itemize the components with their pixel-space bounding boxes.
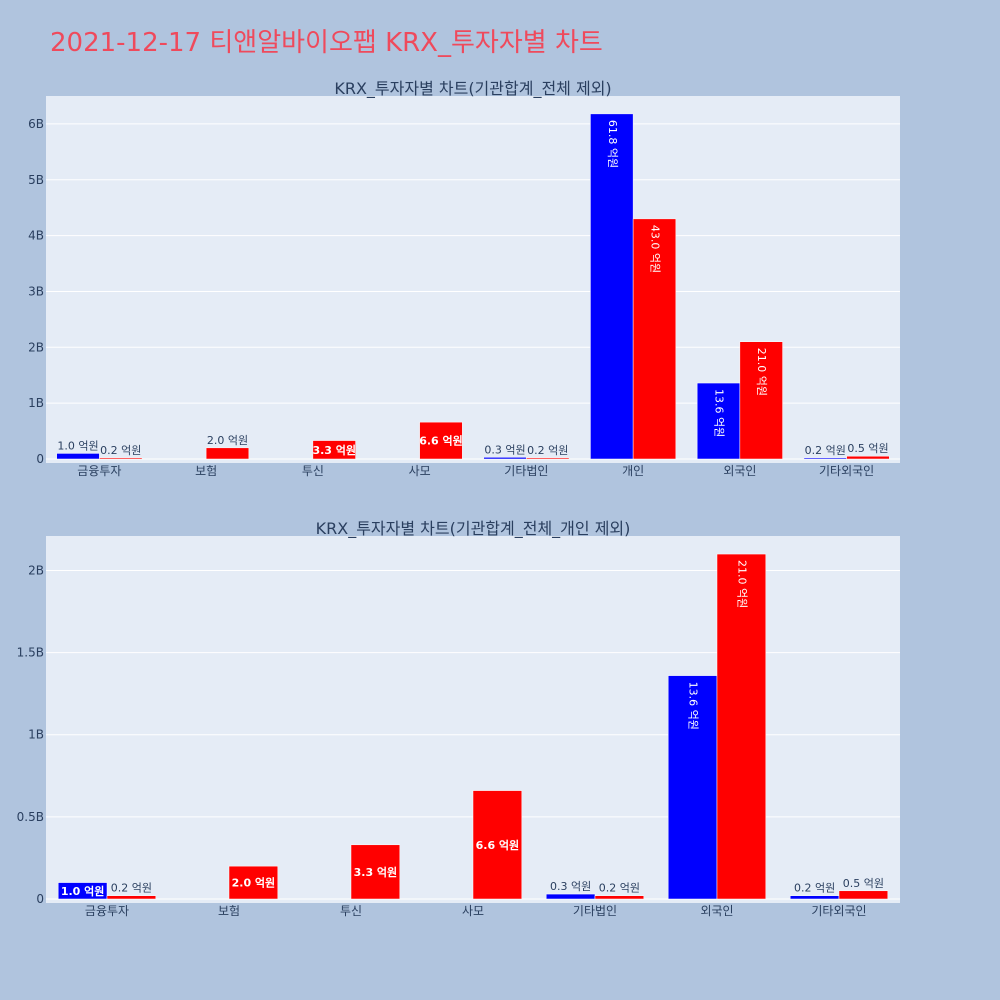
x-tick-label: 사모 <box>462 904 484 918</box>
bar <box>594 895 645 900</box>
data-label: 3.3 억원 <box>354 865 398 879</box>
bar <box>667 675 718 900</box>
bar <box>472 790 523 900</box>
bar <box>590 113 634 460</box>
data-label: 21.0 억원 <box>755 348 768 396</box>
data-label: 0.2 억원 <box>111 882 152 895</box>
bar <box>803 457 847 460</box>
x-tick-label: 사모 <box>409 464 431 478</box>
data-label: 0.5 억원 <box>843 877 884 890</box>
bar <box>228 865 279 900</box>
chart-2: 0 0.5B 1B 1.5B 2B KRX_투자자별 차트(기관합계_전체_개인 제외) 금… <box>17 519 900 918</box>
data-label: 0.2 억원 <box>794 882 835 895</box>
bar <box>789 895 840 900</box>
x-tick-label: 기타외국인 <box>811 904 866 918</box>
data-label: 0.3 억원 <box>484 443 525 456</box>
data-label: 0.2 억원 <box>100 444 141 457</box>
bar <box>56 453 100 460</box>
x-tick-label: 금융투자 <box>85 904 129 918</box>
bar <box>350 844 401 900</box>
y-tick-label: 1B <box>28 728 44 742</box>
data-label: 6.6 억원 <box>419 434 463 448</box>
bar <box>57 882 108 900</box>
data-label: 0.2 억원 <box>599 882 640 895</box>
x-tick-label: 금융투자 <box>77 464 121 478</box>
y-tick-label: 4B <box>28 229 44 243</box>
bar <box>632 218 677 460</box>
x-tick-label: 외국인 <box>700 904 733 918</box>
data-label: 13.6 억원 <box>687 682 700 730</box>
data-label: 6.6 억원 <box>476 838 520 852</box>
bar <box>838 890 889 900</box>
data-label: 61.8 억원 <box>606 120 619 168</box>
bar <box>483 457 527 460</box>
y-tick-label: 1.5B <box>17 646 44 660</box>
chart-title: KRX_투자자별 차트(기관합계_전체_개인 제외) <box>316 519 631 539</box>
y-tick-label: 6B <box>28 117 44 131</box>
page-title: 2021-12-17 티앤알바이오팹 KRX_투자자별 차트 <box>50 28 603 58</box>
x-tick-label: 기타법인 <box>573 904 617 918</box>
data-label: 2.0 억원 <box>207 434 248 447</box>
data-label: 0.2 억원 <box>527 444 568 457</box>
x-tick-label: 외국인 <box>723 464 756 478</box>
x-tick-label: 기타법인 <box>504 464 548 478</box>
bar <box>526 457 570 460</box>
x-tick-label: 기타외국인 <box>819 464 874 478</box>
data-label: 0.5 억원 <box>847 442 888 455</box>
bar <box>716 553 767 900</box>
data-label: 21.0 억원 <box>735 560 748 608</box>
x-tick-label: 투신 <box>302 464 324 478</box>
data-label: 43.0 억원 <box>648 225 661 273</box>
bar <box>99 457 143 460</box>
y-tick-label: 1B <box>28 396 44 410</box>
x-tick-label: 투신 <box>340 904 362 918</box>
chart-title: KRX_투자자별 차트(기관합계_전체 제외) <box>334 79 611 99</box>
bar <box>312 440 356 460</box>
y-tick-label: 2B <box>28 563 44 577</box>
y-tick-label: 0 <box>36 452 44 466</box>
data-label: 0.2 억원 <box>805 444 846 457</box>
data-label: 3.3 억원 <box>312 443 356 457</box>
bar <box>545 893 596 900</box>
bar <box>106 895 157 900</box>
bar <box>419 421 463 460</box>
chart-1: 0 1B 2B 3B 4B 5B 6B KRX_투자자별 차트(기관합계_전체 제외) 금융투자… <box>28 79 900 478</box>
y-tick-label: 0.5B <box>17 810 44 824</box>
data-label: 1.0 억원 <box>61 884 105 898</box>
y-tick-label: 2B <box>28 340 44 354</box>
x-tick-label: 보험 <box>195 464 217 478</box>
y-tick-label: 3B <box>28 284 44 298</box>
data-label: 2.0 억원 <box>232 876 276 890</box>
data-label: 1.0 억원 <box>57 439 98 452</box>
bar <box>846 455 890 460</box>
x-tick-label: 개인 <box>622 464 644 478</box>
bar <box>739 341 783 460</box>
data-label: 0.3 억원 <box>550 880 591 893</box>
x-tick-label: 보험 <box>218 904 240 918</box>
data-label: 13.6 억원 <box>713 389 726 437</box>
bar <box>205 447 250 460</box>
bar <box>696 382 741 460</box>
y-tick-label: 5B <box>28 173 44 187</box>
y-tick-label: 0 <box>36 892 44 906</box>
